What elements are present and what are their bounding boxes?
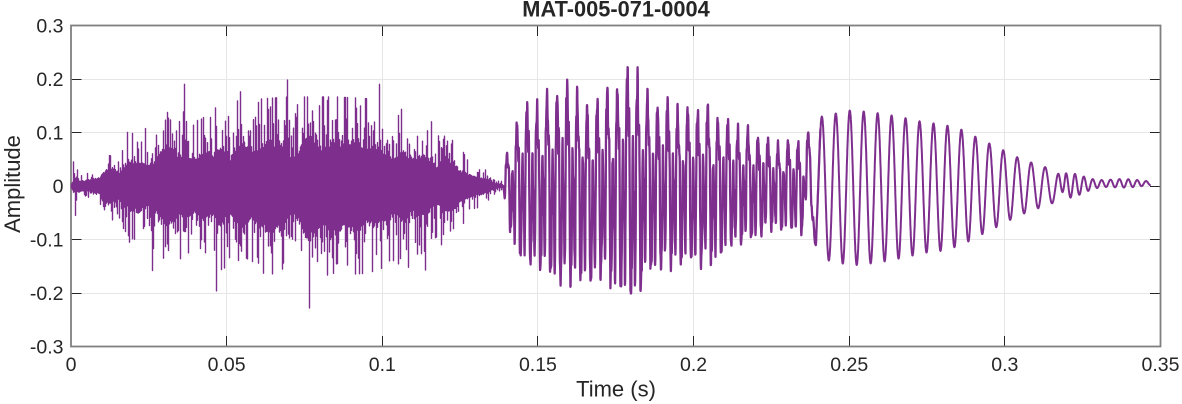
svg-text:0.2: 0.2 [36, 69, 63, 91]
svg-text:0.05: 0.05 [208, 354, 246, 376]
svg-text:-0.3: -0.3 [30, 337, 64, 359]
svg-text:0.15: 0.15 [519, 354, 557, 376]
svg-text:0.3: 0.3 [991, 354, 1018, 376]
svg-text:0.2: 0.2 [680, 354, 707, 376]
svg-text:0.35: 0.35 [1142, 354, 1180, 376]
svg-text:Time (s): Time (s) [576, 377, 656, 402]
svg-text:Amplitude: Amplitude [0, 135, 25, 233]
svg-text:0.25: 0.25 [830, 354, 868, 376]
svg-text:-0.1: -0.1 [30, 230, 64, 252]
svg-text:0: 0 [66, 354, 77, 376]
svg-text:0.1: 0.1 [369, 354, 396, 376]
svg-text:0: 0 [53, 176, 64, 198]
svg-text:MAT-005-071-0004: MAT-005-071-0004 [522, 0, 709, 22]
svg-text:0.3: 0.3 [36, 16, 63, 38]
svg-text:-0.2: -0.2 [30, 283, 64, 305]
svg-text:0.1: 0.1 [36, 123, 63, 145]
